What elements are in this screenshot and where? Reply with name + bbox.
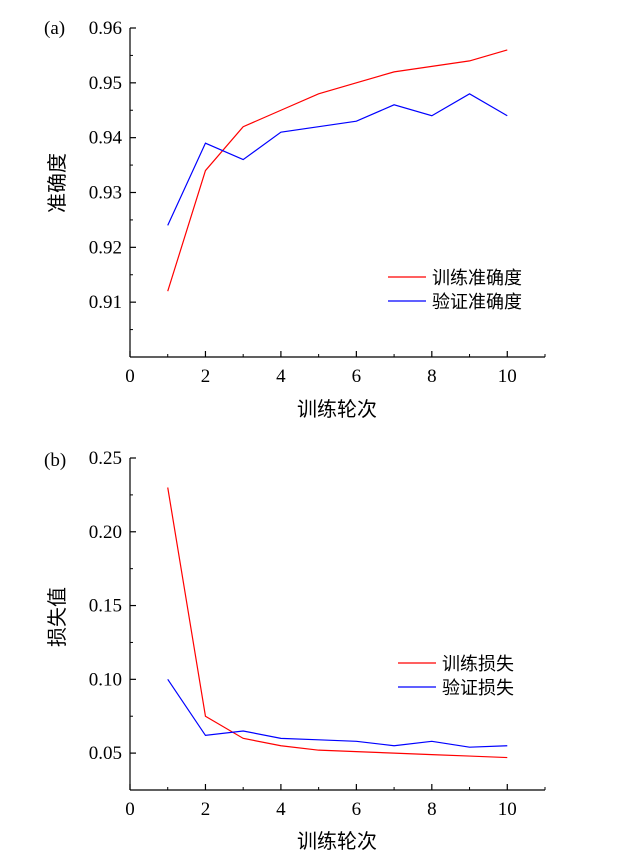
x-tick-label: 0 [125,799,135,820]
x-tick-label: 10 [498,799,517,820]
x-tick-label: 2 [201,366,211,387]
series-line-1 [167,487,508,759]
legend-label: 验证准确度 [432,292,522,312]
y-tick-label: 0.96 [89,18,122,39]
chart-panel-a: (a) 准确度 训练轮次 0 2 4 6 8 10 0.91 0.92 0.93 0.94 0.95… [44,18,546,421]
chart-panel-b: (b) 损失值 训练轮次 0 2 4 6 8 10 0.05 0.10 0.15 0.20 0.25… [44,448,546,853]
panel-label: (b) [44,450,66,471]
y-tick-label: 0.10 [89,669,122,690]
x-tick-label: 10 [498,366,517,387]
x-tick-label: 8 [427,799,437,820]
series-line-1 [167,49,508,292]
legend-label: 训练损失 [442,654,514,674]
series-line-2 [167,678,508,748]
y-tick-label: 0.92 [89,237,122,258]
y-tick-label: 0.95 [89,73,122,94]
y-tick-label: 0.05 [89,743,122,764]
panel-label: (a) [44,18,65,39]
series-line-2 [167,93,508,226]
x-tick-label: 4 [276,366,286,387]
x-tick-label: 2 [201,799,211,820]
y-axis-title: 准确度 [46,153,69,213]
x-tick-label: 4 [276,799,286,820]
y-tick-label: 0.93 [89,183,122,204]
x-axis-title: 训练轮次 [297,830,377,853]
y-tick-label: 0.15 [89,596,122,617]
y-tick-label: 0.25 [89,448,122,469]
y-axis-title: 损失值 [46,587,69,647]
legend-label: 训练准确度 [432,268,522,288]
x-tick-label: 6 [352,799,362,820]
x-axis-title: 训练轮次 [297,398,377,421]
y-tick-label: 0.94 [89,128,123,149]
y-tick-label: 0.20 [89,522,122,543]
y-tick-label: 0.91 [89,292,122,313]
x-tick-label: 8 [427,366,437,387]
x-tick-label: 0 [125,366,135,387]
x-tick-label: 6 [352,366,362,387]
legend-label: 验证损失 [442,678,514,698]
